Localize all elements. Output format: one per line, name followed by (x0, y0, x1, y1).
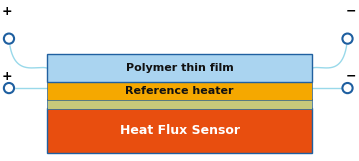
Point (6, 37, 12, 40)
FancyBboxPatch shape (47, 108, 312, 153)
FancyBboxPatch shape (47, 54, 312, 82)
FancyBboxPatch shape (47, 81, 312, 100)
Point (345, 37, 350, 40)
Point (345, 37, 350, 40)
Text: Polymer thin film: Polymer thin film (126, 63, 233, 73)
Point (6, 87, 12, 89)
Text: +: + (2, 5, 13, 18)
Text: Reference heater: Reference heater (125, 85, 234, 96)
Text: −: − (346, 70, 356, 83)
FancyBboxPatch shape (47, 99, 312, 109)
Text: −: − (346, 5, 356, 18)
Point (345, 87, 350, 89)
Text: +: + (2, 70, 13, 83)
Point (6, 87, 12, 89)
Point (6, 37, 12, 40)
Point (345, 87, 350, 89)
Text: Heat Flux Sensor: Heat Flux Sensor (120, 124, 239, 137)
